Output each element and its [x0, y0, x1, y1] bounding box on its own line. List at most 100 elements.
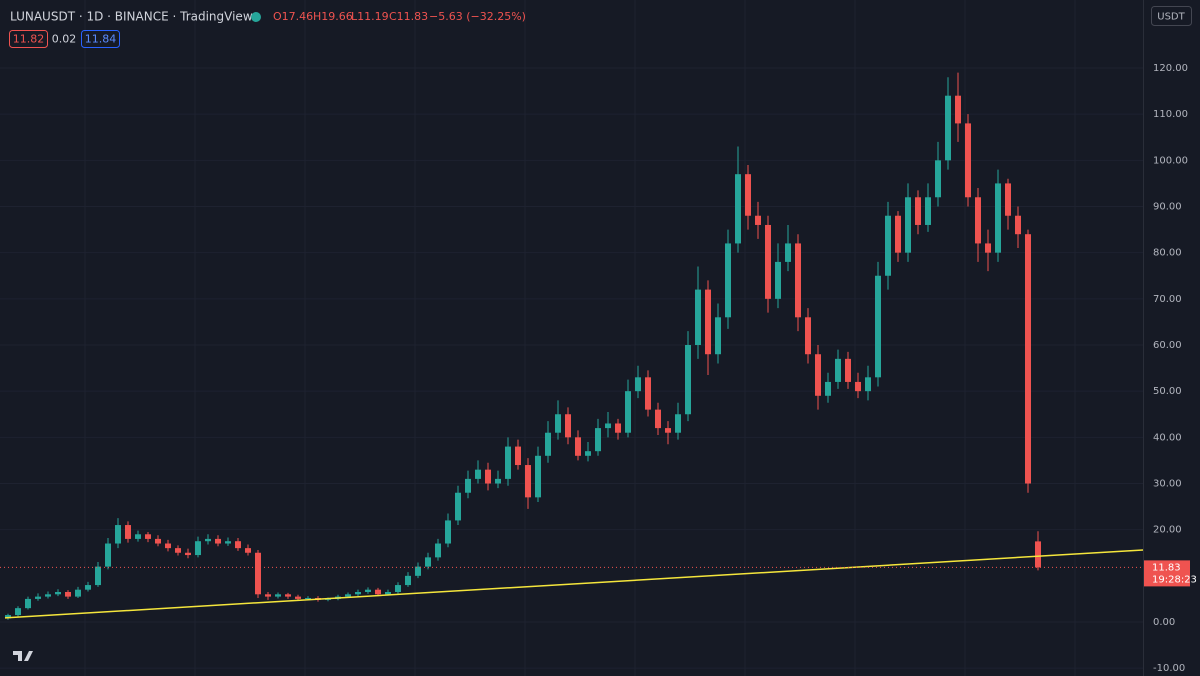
last-price-box	[1144, 560, 1190, 587]
spread: 0.02	[52, 33, 77, 46]
bid-box[interactable]	[9, 30, 48, 48]
y-tick-label: 20.00	[1153, 525, 1182, 536]
candle-body	[175, 548, 181, 553]
ask-box[interactable]	[81, 30, 120, 48]
candle-body	[395, 585, 401, 592]
candle-body	[575, 437, 581, 456]
candle-body	[85, 585, 91, 590]
candle-body	[935, 160, 941, 198]
y-tick-label: 100.00	[1153, 155, 1188, 166]
candle-body	[285, 594, 291, 597]
candle-body	[715, 317, 721, 355]
candle-body	[605, 423, 611, 429]
candle-body	[365, 589, 371, 592]
y-tick-label: 90.00	[1153, 202, 1182, 213]
vertical-grid	[0, 0, 1143, 676]
candle-body	[45, 594, 51, 597]
y-tick-label: 120.00	[1153, 63, 1188, 74]
candle-body	[895, 215, 901, 253]
countdown: 19:28:23	[1152, 574, 1197, 585]
candle-body	[725, 243, 731, 318]
candle-body	[645, 377, 651, 410]
candle-body	[115, 525, 121, 544]
candle-body	[185, 552, 191, 556]
candle-body	[525, 465, 531, 498]
currency[interactable]: USDT	[1157, 12, 1185, 23]
candle-body	[975, 197, 981, 244]
candle-body	[215, 538, 221, 544]
candle-body	[195, 541, 201, 556]
y-tick-label: -10.00	[1153, 663, 1185, 674]
candle-body	[1035, 541, 1041, 568]
candle-body	[555, 414, 561, 433]
candle-body	[35, 596, 41, 599]
candle-body	[345, 594, 351, 597]
candle-body	[905, 197, 911, 253]
y-tick-label: 50.00	[1153, 386, 1182, 397]
candle-body	[1005, 183, 1011, 216]
ohlc-change: −5.63 (−32.25%)	[429, 10, 526, 23]
candle-body	[245, 548, 251, 553]
candle-body	[25, 598, 31, 609]
candle-body	[595, 428, 601, 452]
candle-body	[585, 451, 591, 456]
candle-body	[205, 538, 211, 542]
y-tick-label: 40.00	[1153, 432, 1182, 443]
candle-body	[665, 428, 671, 433]
ohlc-open: O17.46	[273, 10, 313, 23]
candle-body	[385, 591, 391, 595]
candle-body	[255, 552, 261, 595]
trendline	[4, 549, 1144, 619]
candle-body	[925, 197, 931, 225]
candle-body	[815, 354, 821, 396]
candle-body	[515, 446, 521, 466]
status-dot	[251, 12, 261, 22]
candle-body	[875, 275, 881, 378]
candle-body	[805, 317, 811, 355]
currency-button[interactable]	[1151, 6, 1192, 26]
candle-body	[785, 243, 791, 262]
symbol: LUNAUSDT · 1D · BINANCE · TradingView	[10, 10, 253, 24]
candle-body	[65, 591, 71, 597]
logo	[10, 648, 36, 664]
candle-body	[845, 358, 851, 382]
candle-body	[95, 566, 101, 586]
candle-body	[955, 95, 961, 124]
candle-body	[615, 423, 621, 433]
candle-body	[55, 591, 61, 595]
candle-body	[265, 594, 271, 597]
candle-body	[135, 534, 141, 539]
ohlc-high: H19.66	[313, 10, 353, 23]
candle-body	[695, 289, 701, 345]
candle-body	[165, 543, 171, 549]
candle-body	[75, 589, 81, 597]
candle-body	[225, 541, 231, 544]
candle-body	[415, 566, 421, 576]
candle-body	[625, 391, 631, 433]
candle-body	[15, 608, 21, 616]
candle-body	[1025, 234, 1031, 484]
candle-body	[995, 183, 1001, 253]
candle-body	[685, 345, 691, 415]
candle-body	[865, 377, 871, 392]
candle-body	[235, 541, 241, 549]
candle-body	[855, 381, 861, 392]
candle-body	[985, 243, 991, 253]
candle-body	[5, 615, 11, 619]
candle-body	[535, 455, 541, 498]
ask[interactable]: 11.84	[85, 33, 117, 46]
candle-body	[735, 174, 741, 244]
candle-body	[775, 261, 781, 299]
bid[interactable]: 11.82	[13, 33, 45, 46]
y-tick-label: 110.00	[1153, 109, 1188, 120]
candle-body	[305, 597, 311, 599]
candle-body	[455, 492, 461, 521]
candle-body	[485, 469, 491, 484]
candle-body	[915, 197, 921, 225]
candle-body	[655, 409, 661, 429]
candle-body	[795, 243, 801, 318]
candle-body	[565, 414, 571, 438]
ohlc-low: L11.19	[351, 10, 389, 23]
candle-body	[835, 358, 841, 382]
